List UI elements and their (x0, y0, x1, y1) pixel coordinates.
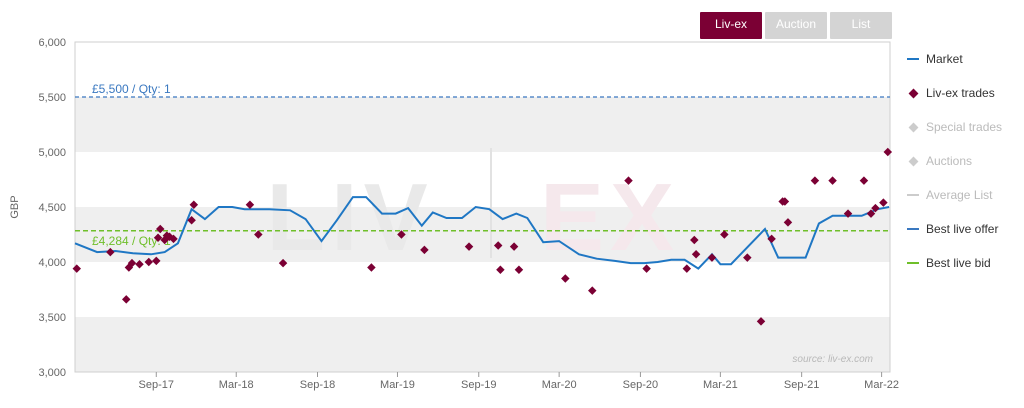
legend-marker (907, 262, 919, 264)
trade-point (153, 233, 163, 243)
legend-label: Market (926, 52, 963, 66)
trade-point (127, 258, 137, 268)
trade-point (72, 264, 82, 273)
legend-label: Liv-ex trades (926, 86, 995, 100)
y-tick-label: 4,500 (38, 202, 66, 214)
x-tick-label: Mar-22 (864, 379, 899, 391)
legend-label: Auctions (926, 154, 973, 168)
legend-marker (907, 58, 919, 60)
trade-point (106, 247, 115, 257)
legend-item-special-trades[interactable]: Special trades (906, 110, 1002, 144)
trade-point (493, 241, 503, 250)
x-tick-label: Mar-20 (542, 379, 577, 391)
trade-point (187, 215, 196, 225)
legend-marker (908, 156, 918, 166)
trade-point (121, 295, 131, 304)
trade-point (879, 198, 888, 207)
legend-swatch (906, 156, 920, 166)
y-tick-label: 3,000 (38, 367, 66, 379)
trade-point (245, 200, 255, 210)
legend-marker (908, 88, 918, 98)
trade-point (156, 224, 165, 234)
legend-swatch (906, 194, 920, 196)
trade-point (397, 230, 406, 239)
x-tick-label: Sep-17 (139, 379, 174, 391)
trade-point (810, 176, 820, 185)
best-live-bid-label: £4,284 / Qty: 1 (92, 234, 171, 248)
trade-point (682, 264, 692, 273)
legend-item-livex-trades[interactable]: Liv-ex trades (906, 76, 1002, 110)
market-series-line (74, 196, 890, 270)
trade-point (859, 176, 869, 185)
y-tick-label: 5,500 (38, 92, 66, 104)
legend-marker (908, 122, 918, 132)
legend-marker (907, 228, 919, 230)
y-tick-label: 6,000 (38, 37, 66, 49)
legend-label: Average List (926, 188, 993, 202)
trade-point (367, 263, 376, 272)
trade-point (496, 265, 505, 274)
legend-swatch (906, 262, 920, 264)
x-tick-label: Mar-21 (703, 379, 738, 391)
legend-marker (907, 194, 919, 196)
x-tick-label: Sep-18 (300, 379, 335, 391)
legend-swatch (906, 88, 920, 98)
watermark-liv: LIV (266, 164, 433, 271)
trade-point (152, 256, 161, 266)
y-tick-label: 3,500 (38, 312, 66, 324)
tab-auction[interactable]: Auction (765, 12, 827, 39)
trade-point (420, 245, 429, 255)
trade-point (588, 286, 597, 295)
trade-point (464, 242, 474, 251)
plot-frame (74, 41, 891, 373)
best-live-offer-label: £5,500 / Qty: 1 (92, 82, 171, 96)
watermark-ex: EX (540, 164, 680, 271)
x-tick-label: Sep-21 (784, 379, 819, 391)
watermark-source: source: liv-ex.com (792, 354, 873, 365)
grid-band (75, 207, 890, 262)
legend-label: Best live bid (926, 256, 991, 270)
trade-point (509, 242, 519, 251)
chart-legend: Market Liv-ex trades Special trades Auct… (906, 42, 1002, 280)
trade-point (514, 265, 524, 274)
trade-point (561, 274, 570, 283)
x-tick-label: Mar-18 (219, 379, 254, 391)
trade-point (189, 200, 199, 210)
grid-band (75, 97, 890, 152)
source-tabs: Liv-ex Auction List (700, 12, 892, 39)
trade-point (828, 176, 837, 185)
legend-label: Best live offer (926, 222, 999, 236)
grid-band (75, 317, 890, 372)
x-tick-label: Sep-20 (623, 379, 658, 391)
tab-list[interactable]: List (830, 12, 892, 39)
trade-point (135, 259, 144, 269)
legend-item-market[interactable]: Market (906, 42, 1002, 76)
legend-label: Special trades (926, 120, 1003, 134)
legend-item-average-list[interactable]: Average List (906, 178, 1002, 212)
legend-swatch (906, 228, 920, 230)
trade-point (278, 258, 288, 268)
trade-point (642, 264, 651, 273)
x-tick-label: Sep-19 (461, 379, 496, 391)
legend-swatch (906, 58, 920, 60)
y-tick-label: 4,000 (38, 257, 66, 269)
legend-item-best-live-offer[interactable]: Best live offer (906, 212, 1002, 246)
y-axis-label: GBP (9, 195, 21, 218)
trade-point (169, 234, 178, 244)
legend-item-auctions[interactable]: Auctions (906, 144, 1002, 178)
trade-point (756, 317, 766, 326)
legend-swatch (906, 122, 920, 132)
x-tick-label: Mar-19 (380, 379, 415, 391)
y-tick-label: 5,000 (38, 147, 66, 159)
legend-item-best-live-bid[interactable]: Best live bid (906, 246, 1002, 280)
tab-livex[interactable]: Liv-ex (700, 12, 762, 39)
trade-point (144, 257, 154, 267)
